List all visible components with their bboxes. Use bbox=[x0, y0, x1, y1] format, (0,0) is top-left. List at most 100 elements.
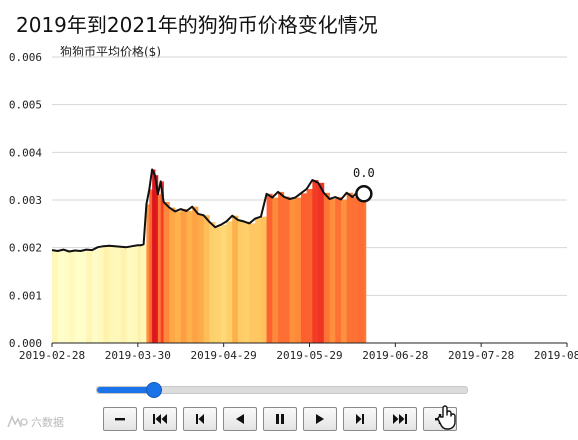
price-bar bbox=[335, 197, 342, 343]
color-bars bbox=[52, 169, 367, 343]
play-button[interactable] bbox=[303, 407, 337, 431]
price-bar bbox=[69, 251, 76, 343]
price-bar bbox=[143, 244, 147, 343]
watermark-text: 六数据 bbox=[31, 416, 64, 429]
price-bar bbox=[57, 251, 64, 343]
watermark: 六数据 bbox=[6, 414, 64, 430]
price-bar bbox=[249, 223, 256, 343]
price-bar bbox=[152, 169, 156, 343]
price-bar bbox=[203, 215, 210, 343]
y-tick-label: 0.000 bbox=[9, 337, 42, 350]
price-bar bbox=[283, 196, 290, 343]
price-bar bbox=[295, 197, 302, 343]
play-icon bbox=[316, 414, 324, 424]
price-bar bbox=[52, 250, 59, 343]
price-bar bbox=[215, 227, 222, 343]
pause-icon bbox=[276, 414, 284, 424]
price-bar bbox=[226, 221, 233, 343]
price-bar bbox=[323, 192, 330, 343]
playback-controls bbox=[103, 407, 457, 431]
price-bar bbox=[120, 246, 127, 343]
pause-button[interactable] bbox=[263, 407, 297, 431]
x-tick-label: 2019-06-28 bbox=[362, 349, 428, 362]
current-value-label: 0.0 bbox=[353, 166, 375, 180]
price-bar bbox=[126, 247, 133, 343]
price-bar bbox=[103, 246, 110, 343]
price-bar bbox=[329, 199, 336, 343]
price-bar bbox=[92, 250, 99, 343]
price-bar bbox=[163, 201, 170, 343]
x-tick-label: 2019-04-29 bbox=[191, 349, 257, 362]
price-bar bbox=[132, 246, 139, 343]
y-tick-label: 0.001 bbox=[9, 289, 42, 302]
price-bar bbox=[74, 250, 82, 343]
next-frame-button[interactable] bbox=[343, 407, 377, 431]
price-bar bbox=[232, 215, 239, 343]
price-bar bbox=[260, 216, 267, 343]
watermark-logo-icon bbox=[7, 415, 28, 428]
price-bar bbox=[175, 211, 182, 343]
price-bar bbox=[266, 193, 273, 343]
x-tick-label: 2019-08-27 bbox=[534, 349, 578, 362]
last-frame-button[interactable] bbox=[383, 407, 417, 431]
price-bar bbox=[169, 207, 176, 343]
price-bar bbox=[86, 249, 93, 343]
price-bar bbox=[363, 193, 367, 343]
price-bar bbox=[197, 213, 205, 343]
play-reverse-button[interactable] bbox=[223, 407, 257, 431]
price-bar bbox=[192, 206, 199, 343]
y-tick-label: 0.004 bbox=[9, 146, 42, 159]
y-axis: 0.000 0.001 0.002 0.003 0.004 0.005 0.006 bbox=[9, 51, 42, 350]
y-tick-label: 0.003 bbox=[9, 194, 42, 207]
y-axis-label: 狗狗币平均价格($) bbox=[60, 44, 161, 59]
progress-slider-thumb[interactable] bbox=[145, 382, 162, 398]
minus-icon bbox=[115, 418, 125, 421]
price-bar bbox=[237, 220, 245, 343]
y-tick-label: 0.006 bbox=[9, 51, 42, 64]
x-tick-label: 2019-02-28 bbox=[19, 349, 85, 362]
price-bar bbox=[180, 209, 187, 343]
current-point-marker bbox=[355, 185, 373, 203]
price-bar bbox=[209, 221, 216, 343]
y-tick-label: 0.005 bbox=[9, 99, 42, 112]
price-bar bbox=[340, 199, 348, 343]
previous-frame-button[interactable] bbox=[183, 407, 217, 431]
progress-slider[interactable] bbox=[96, 382, 468, 398]
play-reverse-icon bbox=[236, 414, 244, 424]
price-bar bbox=[272, 197, 279, 343]
price-bar bbox=[97, 247, 104, 343]
chart: 2019年到2021年的狗狗币价格变化情况 狗狗币平均价格($) 2019-02… bbox=[9, 13, 578, 362]
price-bar bbox=[80, 251, 87, 343]
price-bar bbox=[137, 245, 142, 343]
price-bar bbox=[318, 182, 325, 343]
price-bar bbox=[346, 192, 353, 343]
decrease-speed-button[interactable] bbox=[103, 407, 137, 431]
price-bar bbox=[312, 179, 319, 343]
price-bar bbox=[255, 218, 262, 343]
x-tick-label: 2019-03-30 bbox=[105, 349, 171, 362]
hand-cursor-icon bbox=[437, 405, 456, 430]
price-bar bbox=[140, 245, 144, 343]
price-bar bbox=[243, 221, 250, 343]
price-bar bbox=[186, 210, 193, 343]
price-bar bbox=[220, 224, 227, 343]
price-bar bbox=[157, 194, 162, 343]
price-bar bbox=[278, 191, 285, 343]
step-forward-icon bbox=[356, 414, 364, 424]
progress-slider-fill bbox=[97, 387, 153, 393]
chart-title: 2019年到2021年的狗狗币价格变化情况 bbox=[16, 13, 378, 37]
skip-to-end-icon bbox=[393, 414, 407, 424]
price-bar bbox=[289, 199, 296, 343]
y-tick-label: 0.002 bbox=[9, 242, 42, 255]
price-bar bbox=[109, 245, 116, 343]
x-tick-label: 2019-07-28 bbox=[448, 349, 514, 362]
price-bar bbox=[146, 204, 150, 343]
price-bar bbox=[63, 249, 70, 343]
price-bar bbox=[352, 197, 359, 343]
price-bar bbox=[300, 193, 308, 343]
x-tick-label: 2019-05-29 bbox=[276, 349, 342, 362]
price-bar bbox=[306, 189, 313, 343]
price-bar bbox=[114, 246, 122, 343]
first-frame-button[interactable] bbox=[143, 407, 177, 431]
price-bar bbox=[160, 181, 164, 343]
